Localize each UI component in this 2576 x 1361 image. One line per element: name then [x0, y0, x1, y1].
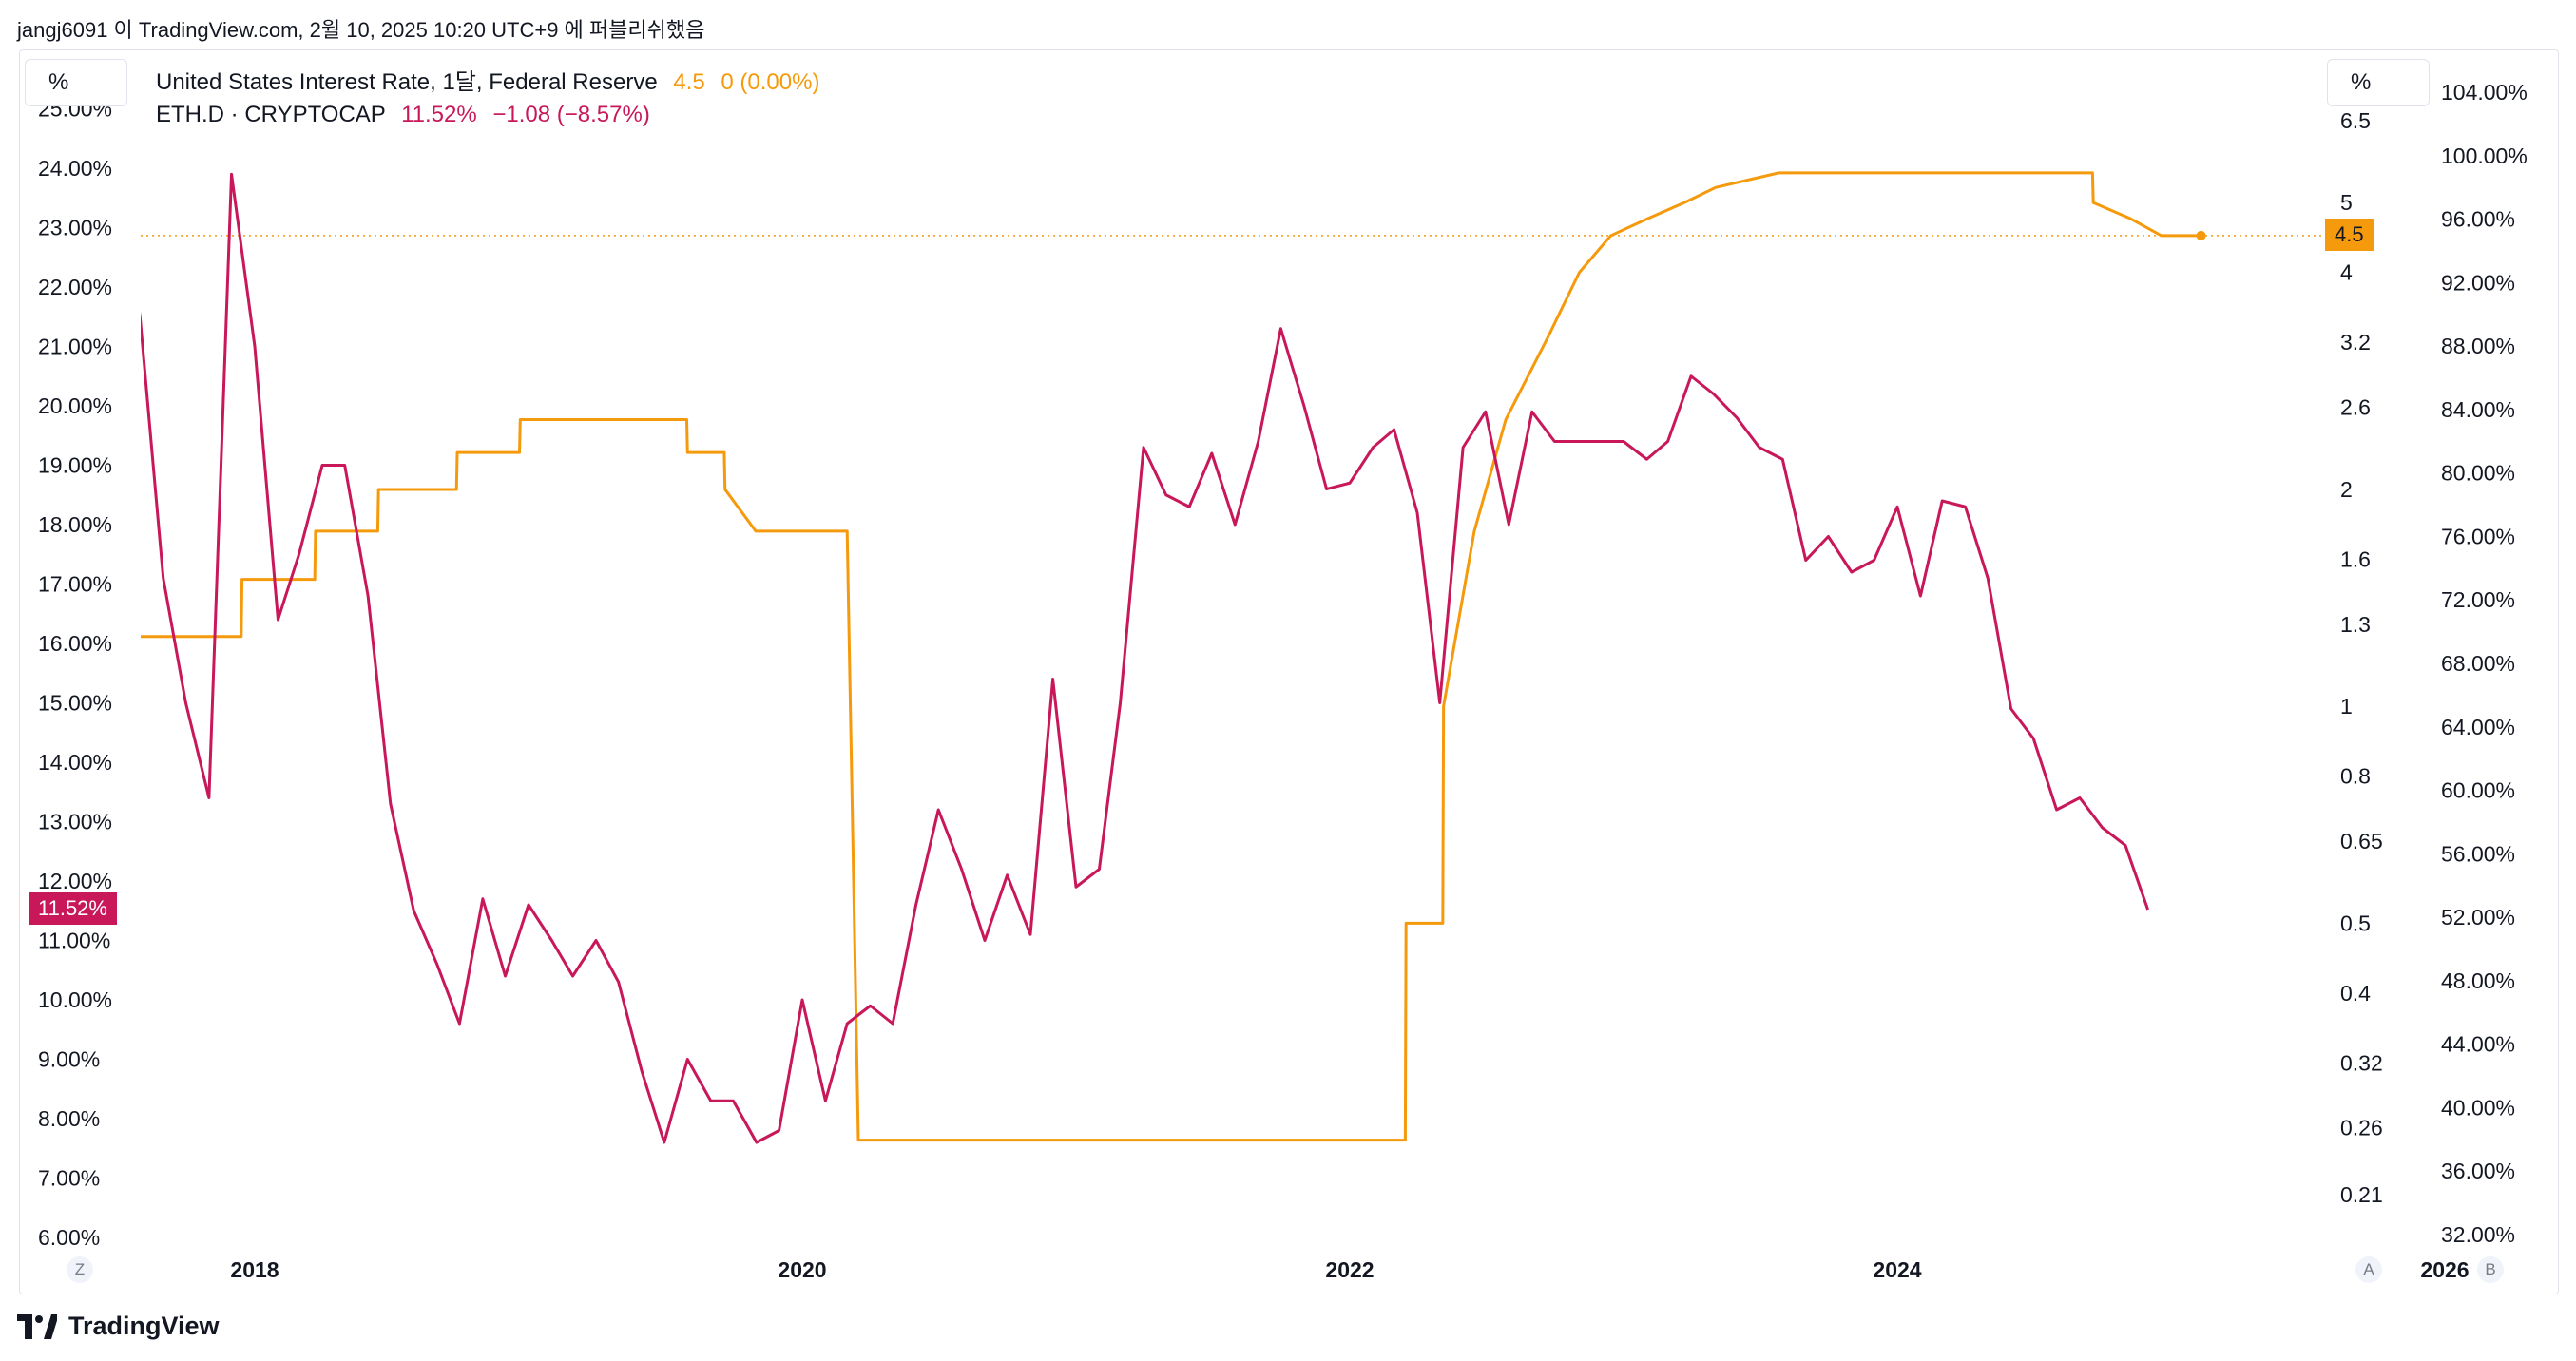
left-axis-tick-label: 7.00%	[38, 1166, 100, 1191]
legend-series1-value: 4.5	[673, 69, 705, 95]
x-axis-tick-label: 2024	[1873, 1257, 1921, 1282]
eth-dominance-series-line	[141, 172, 2150, 1144]
x-axis-tick-label: 2018	[230, 1257, 279, 1282]
legend-series1-change: 0 (0.00%)	[721, 69, 820, 95]
right-axis-a-tick-label: 3.2	[2340, 330, 2371, 355]
left-axis-tick-label: 6.00%	[38, 1225, 100, 1250]
right-axis-b-tick-label: 72.00%	[2441, 587, 2515, 612]
right-axis-button-b[interactable]: B	[2477, 1256, 2504, 1283]
right-axis-b-tick-label: 80.00%	[2441, 461, 2515, 486]
interest-rate-series-line	[141, 171, 2201, 1142]
right-axis-a-tick-label: 1.6	[2340, 546, 2371, 571]
left-axis-tick-label: 16.00%	[38, 631, 112, 656]
left-axis-tick-label: 12.00%	[38, 869, 112, 893]
legend-series2-change: −1.08 (−8.57%)	[492, 102, 650, 127]
footer-brand[interactable]: TradingView	[68, 1312, 220, 1340]
right-axis-b-tick-label: 44.00%	[2441, 1032, 2515, 1057]
left-scale-unit[interactable]: %	[25, 59, 127, 106]
chart-panel	[19, 49, 2559, 1294]
left-axis-tick-label: 19.00%	[38, 453, 112, 478]
left-axis-tick-label: 14.00%	[38, 750, 112, 775]
left-axis-tick-label: 10.00%	[38, 987, 112, 1012]
left-axis-tick-label: 8.00%	[38, 1106, 100, 1131]
right-axis-b-tick-label: 68.00%	[2441, 651, 2515, 676]
left-axis-tick-label: 13.00%	[38, 810, 112, 834]
chart-legend: United States Interest Rate, 1달, Federal…	[156, 67, 819, 131]
right-scale-unit[interactable]: %	[2327, 59, 2430, 106]
legend-row-eth-dominance[interactable]: ETH.D · CRYPTOCAP 11.52% −1.08 (−8.57%)	[156, 99, 819, 131]
right-axis-a-tick-label: 1.3	[2340, 612, 2371, 637]
right-axis-b-tick-label: 76.00%	[2441, 524, 2515, 548]
left-axis-button-z[interactable]: Z	[67, 1256, 93, 1283]
right-axis-b-tick-label: 52.00%	[2441, 905, 2515, 930]
right-axis-b-tick-label: 64.00%	[2441, 715, 2515, 739]
left-axis-tick-label: 18.00%	[38, 512, 112, 537]
left-axis-tick-label: 23.00%	[38, 216, 112, 240]
right-axis-b-tick-label: 84.00%	[2441, 397, 2515, 422]
tradingview-logo-icon[interactable]	[17, 1313, 59, 1339]
x-axis-tick-label: 2026	[2420, 1257, 2469, 1282]
right-axis-a-tick-label: 4	[2340, 260, 2353, 285]
right-axis-a-tick-label: 0.32	[2340, 1050, 2383, 1075]
right-axis-b-tick-label: 32.00%	[2441, 1222, 2515, 1247]
left-axis-tick-label: 17.00%	[38, 572, 112, 597]
left-axis-tick-label: 9.00%	[38, 1047, 100, 1072]
right-axis-a-tick-label: 0.26	[2340, 1116, 2383, 1141]
legend-series2-name: ETH.D · CRYPTOCAP	[156, 102, 386, 127]
right-axis-b-tick-label: 92.00%	[2441, 270, 2515, 295]
right-axis-a-tick-label: 1	[2340, 694, 2353, 719]
left-axis-tick-label: 20.00%	[38, 393, 112, 418]
right-axis-a-tick-label: 0.21	[2340, 1182, 2383, 1207]
interest-rate-last-point	[2196, 230, 2206, 240]
right-axis-b-tick-label: 48.00%	[2441, 968, 2515, 993]
x-axis-tick-label: 2022	[1325, 1257, 1374, 1282]
legend-row-interest-rate[interactable]: United States Interest Rate, 1달, Federal…	[156, 67, 819, 99]
left-axis-tick-label: 21.00%	[38, 335, 112, 359]
left-axis-tick-label: 22.00%	[38, 275, 112, 299]
right-axis-a-tick-label: 0.65	[2340, 829, 2383, 853]
footer: TradingView	[17, 1312, 220, 1341]
right-last-value-badge: 4.5	[2325, 218, 2374, 251]
right-axis-b-tick-label: 88.00%	[2441, 334, 2515, 358]
right-axis-a-tick-label: 5	[2340, 190, 2353, 215]
left-axis-tick-label: 11.00%	[38, 929, 110, 953]
left-last-value-badge: 11.52%	[29, 892, 117, 925]
right-axis-a-tick-label: 6.5	[2340, 108, 2371, 133]
right-axis-a-tick-label: 0.5	[2340, 911, 2371, 935]
right-axis-b-tick-label: 96.00%	[2441, 207, 2515, 232]
right-axis-b-tick-label: 36.00%	[2441, 1159, 2515, 1183]
x-axis-tick-label: 2020	[778, 1257, 826, 1282]
left-axis-tick-label: 15.00%	[38, 691, 112, 716]
right-axis-button-a[interactable]: A	[2355, 1256, 2382, 1283]
right-axis-a-tick-label: 0.4	[2340, 981, 2371, 1006]
right-axis-a-tick-label: 2.6	[2340, 395, 2371, 420]
right-axis-b-tick-label: 40.00%	[2441, 1095, 2515, 1120]
right-axis-a-tick-label: 0.8	[2340, 764, 2371, 789]
right-axis-a-tick-label: 2	[2340, 477, 2353, 502]
right-axis-b-tick-label: 104.00%	[2441, 80, 2528, 105]
legend-series1-name: United States Interest Rate, 1달, Federal…	[156, 69, 658, 95]
right-axis-b-tick-label: 56.00%	[2441, 841, 2515, 866]
legend-series2-value: 11.52%	[401, 102, 477, 127]
right-axis-b-tick-label: 60.00%	[2441, 778, 2515, 803]
publish-caption: jangj6091 이 TradingView.com, 2월 10, 2025…	[17, 18, 705, 42]
right-axis-b-tick-label: 100.00%	[2441, 144, 2528, 168]
left-axis-tick-label: 24.00%	[38, 156, 112, 181]
